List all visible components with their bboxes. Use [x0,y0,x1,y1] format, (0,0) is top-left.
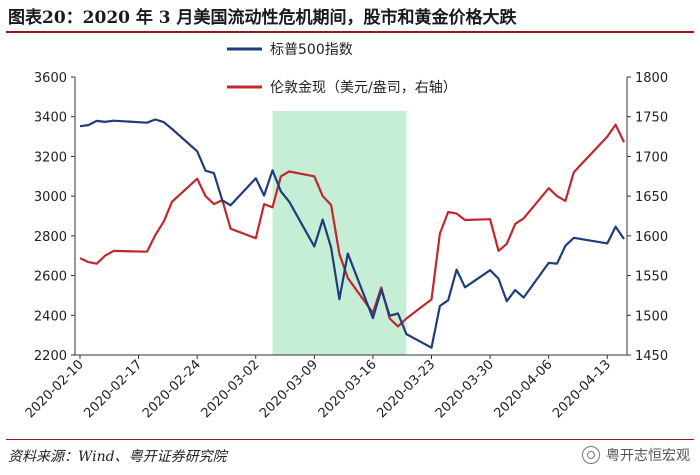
right-y-tick-label: 1700 [635,150,668,165]
right-y-tick-label: 1800 [635,71,668,86]
watermark-label: 粤开志恒宏观 [606,448,690,464]
x-ticks: 2020-02-102020-02-172020-02-242020-03-02… [23,355,614,421]
gold-price-series-line [79,123,625,328]
spx-series-line [79,118,625,349]
chart-title: 图表20：2020 年 3 月美国流动性危机期间，股市和黄金价格大跌 [8,8,517,28]
source-note: 资料来源：Wind、粤开证券研究院 [8,449,227,465]
left-y-ticks: 2200 2400 2600 2800 3000 3200 3400 3600 [34,71,75,364]
right-y-tick-label: 1650 [635,190,668,205]
x-tick-label: 2020-03-23 [374,357,438,421]
right-y-tick-label: 1750 [635,111,668,126]
right-y-tick-label: 1550 [635,270,668,285]
wechat-logo-icon [582,446,600,464]
x-tick-label: 2020-03-02 [199,357,263,421]
right-y-tick-label: 1500 [635,309,668,324]
x-tick-label: 2020-02-10 [23,357,87,421]
left-y-tick-label: 2400 [34,309,67,324]
x-tick-label: 2020-04-13 [550,357,614,421]
left-y-tick-label: 3000 [34,190,67,205]
left-y-tick-label: 2600 [34,270,67,285]
left-y-tick-label: 3400 [34,111,67,126]
left-y-tick-label: 2800 [34,230,67,245]
x-tick-label: 2020-02-17 [81,357,145,421]
footer-divider [6,439,694,440]
right-y-tick-label: 1600 [635,230,668,245]
crisis-period-shade [272,111,407,355]
x-tick-label: 2020-03-30 [433,357,497,421]
left-y-tick-label: 3200 [34,150,67,165]
left-y-tick-label: 2200 [34,349,67,364]
x-tick-label: 2020-02-24 [140,357,204,421]
x-tick-label: 2020-04-06 [491,357,555,421]
right-y-ticks: 1450 1500 1550 1600 1650 1700 1750 1800 [627,71,668,364]
x-tick-label: 2020-03-09 [257,357,321,421]
legend: 标普500指数 伦敦金现（美元/盎司，右轴） [227,42,457,96]
x-tick-label: 2020-03-16 [316,357,380,421]
legend-gold-label: 伦敦金现（美元/盎司，右轴） [270,80,457,96]
right-y-tick-label: 1450 [635,349,668,364]
legend-spx-label: 标普500指数 [270,42,353,58]
chart-canvas: 2200 2400 2600 2800 3000 3200 3400 3600 1450 150… [23,42,668,421]
left-y-tick-label: 3600 [34,71,67,86]
watermark: 粤开志恒宏观 [582,445,690,465]
title-divider [6,31,694,33]
